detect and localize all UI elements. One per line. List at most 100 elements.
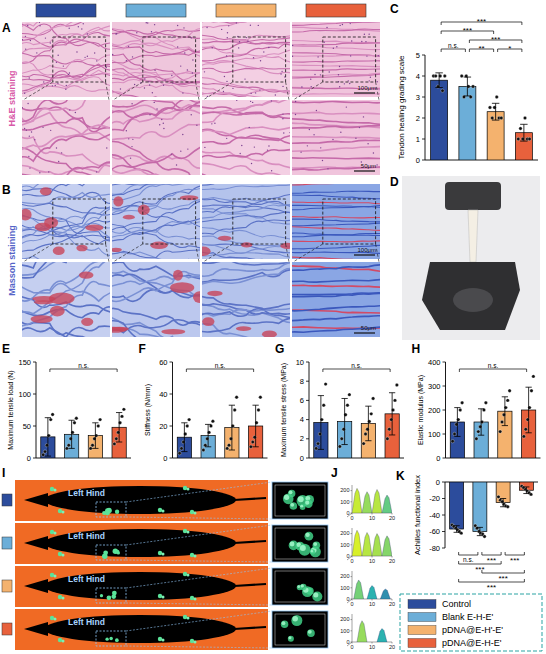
nucleus — [282, 118, 283, 119]
fiber — [202, 22, 290, 30]
data-point — [506, 399, 509, 402]
tick-label: 40 — [159, 390, 167, 399]
footprint-blob — [308, 630, 312, 634]
footprint-blob — [312, 591, 322, 601]
fiber — [202, 59, 290, 74]
significance-label: *** — [487, 556, 496, 565]
collagen-patch — [32, 296, 56, 302]
he-image — [202, 22, 290, 97]
error-bar — [435, 73, 442, 88]
tick-label: -20 — [429, 494, 440, 503]
data-point — [532, 375, 535, 378]
tick — [422, 139, 425, 140]
fiber — [112, 217, 200, 243]
data-point — [524, 428, 527, 431]
nucleus — [164, 79, 165, 80]
fiber — [22, 125, 110, 152]
zoom-region — [96, 631, 126, 646]
collagen-patch — [123, 215, 135, 220]
data-point — [209, 424, 212, 427]
tick-label: 100 — [340, 585, 349, 591]
tick-label: 10 — [369, 515, 375, 521]
fiber — [22, 262, 110, 278]
fiber — [202, 86, 290, 97]
nucleus — [349, 83, 350, 84]
fiber — [112, 106, 200, 118]
nucleus — [57, 55, 58, 56]
tick — [422, 118, 425, 119]
fiber — [292, 257, 380, 259]
data-point — [98, 418, 101, 421]
tick-label: -60 — [429, 527, 440, 536]
nucleus — [131, 103, 132, 104]
nucleus — [369, 80, 370, 81]
footprint — [54, 575, 57, 578]
nucleus — [116, 33, 117, 34]
tick — [422, 55, 425, 56]
footprint-blob — [290, 503, 294, 507]
z-axis — [352, 528, 353, 556]
nucleus — [249, 127, 250, 128]
data-point — [348, 393, 351, 396]
nucleus — [295, 101, 296, 102]
significance-bracket — [50, 369, 117, 372]
nucleus — [247, 41, 248, 42]
nucleus — [339, 25, 340, 26]
he-image — [112, 22, 200, 97]
fiber — [112, 77, 200, 85]
nucleus — [69, 109, 70, 110]
tick-label: 0 — [350, 515, 353, 521]
fiber — [292, 40, 380, 42]
nucleus — [154, 24, 155, 25]
y-axis — [309, 362, 310, 458]
nucleus — [378, 55, 379, 56]
zoom-frame — [275, 528, 325, 559]
footprint — [158, 594, 162, 598]
tissue-bg — [202, 184, 290, 259]
nucleus — [338, 74, 339, 75]
zoom-connector — [126, 611, 272, 631]
footprint-blob — [304, 500, 312, 508]
nucleus — [161, 119, 162, 120]
nucleus — [323, 42, 324, 43]
fiber — [112, 271, 200, 296]
data-point — [477, 430, 480, 433]
fiber — [292, 140, 380, 143]
zoom-view — [272, 611, 328, 648]
fiber — [22, 193, 110, 205]
zoom-frame — [275, 485, 325, 516]
panel-letter: A — [2, 21, 11, 35]
error-bar — [116, 413, 122, 442]
nucleus — [182, 134, 183, 135]
footprint — [100, 594, 103, 597]
tick-label: 150 — [18, 358, 31, 367]
data-point — [233, 408, 236, 411]
fiber — [112, 110, 200, 127]
axis-title: Achilles functional index — [413, 475, 422, 555]
fiber — [292, 265, 380, 271]
nucleus — [126, 60, 127, 61]
fiber — [202, 295, 290, 318]
nucleus — [120, 88, 121, 89]
fiber — [202, 34, 290, 46]
error-bar — [92, 423, 98, 449]
nucleus — [144, 87, 145, 88]
fiber — [22, 219, 110, 252]
tick — [443, 458, 446, 459]
nucleus — [239, 153, 240, 154]
nucleus — [177, 25, 178, 26]
fiber — [292, 46, 380, 50]
error-bar — [525, 387, 531, 433]
surface-marks — [354, 580, 391, 599]
z-axis — [352, 614, 353, 642]
zoom-view — [272, 482, 328, 519]
nucleus — [281, 71, 282, 72]
nucleus — [146, 22, 147, 23]
fiber — [22, 110, 110, 144]
data-point — [517, 137, 520, 140]
footprint — [106, 508, 112, 514]
nucleus — [50, 42, 51, 43]
nucleus — [350, 23, 351, 24]
zoom-connector — [106, 244, 109, 262]
fiber — [292, 280, 380, 283]
